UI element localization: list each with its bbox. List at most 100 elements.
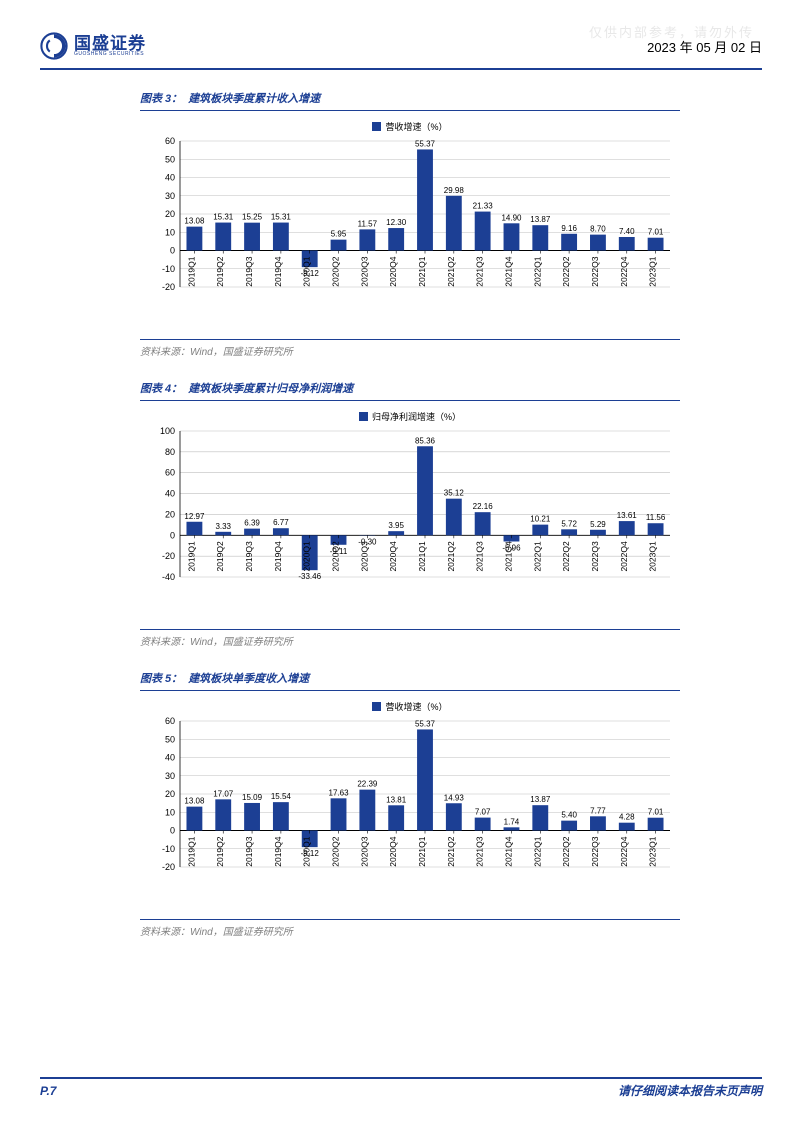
svg-text:13.87: 13.87 (530, 215, 551, 224)
svg-text:40: 40 (165, 753, 175, 763)
svg-text:2019Q4: 2019Q4 (273, 256, 283, 287)
svg-text:20: 20 (165, 509, 175, 519)
svg-text:20: 20 (165, 209, 175, 219)
svg-text:10.21: 10.21 (530, 515, 551, 524)
chart-prefix: 图表 5： (140, 670, 182, 686)
svg-text:22.39: 22.39 (357, 780, 378, 789)
svg-text:85.36: 85.36 (415, 436, 436, 445)
footer-disclaimer: 请仔细阅读本报告末页声明 (618, 1082, 762, 1099)
svg-text:2021Q1: 2021Q1 (417, 256, 427, 287)
svg-text:2021Q4: 2021Q4 (503, 541, 513, 572)
svg-text:2021Q1: 2021Q1 (417, 836, 427, 867)
svg-text:8.70: 8.70 (590, 225, 606, 234)
svg-text:50: 50 (165, 734, 175, 744)
svg-text:2020Q4: 2020Q4 (388, 836, 398, 867)
bar-chart-3: -20-10010203040506013.082019Q115.312019Q… (140, 135, 680, 335)
svg-text:-10: -10 (162, 844, 175, 854)
svg-text:7.40: 7.40 (619, 227, 635, 236)
svg-text:13.08: 13.08 (184, 797, 205, 806)
svg-text:7.01: 7.01 (648, 808, 664, 817)
logo-en: GUOSHENG SECURITIES (74, 52, 146, 57)
svg-text:2021Q3: 2021Q3 (475, 836, 485, 867)
chart-block-5: 图表 5： 建筑板块单季度收入增速 营收增速（%） -20-1001020304… (140, 670, 762, 938)
chart-title-5: 图表 5： 建筑板块单季度收入增速 (140, 670, 680, 691)
legend-swatch (372, 702, 381, 711)
svg-text:21.33: 21.33 (473, 202, 494, 211)
svg-text:50: 50 (165, 154, 175, 164)
svg-text:2022Q1: 2022Q1 (532, 541, 542, 572)
svg-text:2022Q2: 2022Q2 (561, 541, 571, 572)
bar-chart-4: -40-2002040608010012.972019Q13.332019Q26… (140, 425, 680, 625)
svg-text:2022Q4: 2022Q4 (619, 836, 629, 867)
content-area: 图表 3： 建筑板块季度累计收入增速 营收增速（%） -20 -10 0 10 20 30… (40, 70, 762, 938)
legend-swatch (372, 122, 381, 131)
svg-text:3.33: 3.33 (215, 522, 231, 531)
svg-text:30: 30 (165, 191, 175, 201)
svg-text:12.30: 12.30 (386, 218, 407, 227)
svg-text:13.61: 13.61 (617, 511, 638, 520)
svg-text:40: 40 (165, 173, 175, 183)
svg-text:2020Q4: 2020Q4 (388, 256, 398, 287)
svg-text:2022Q3: 2022Q3 (590, 836, 600, 867)
svg-text:9.16: 9.16 (561, 224, 577, 233)
svg-text:6.77: 6.77 (273, 518, 289, 527)
chart-area-3: 营收增速（%） -20-10010203040506013.082019Q115… (140, 117, 680, 337)
svg-text:5.72: 5.72 (561, 519, 577, 528)
chart-name: 建筑板块单季度收入增速 (188, 670, 309, 686)
logo-icon (40, 32, 68, 60)
svg-text:5.40: 5.40 (561, 811, 577, 820)
svg-text:11.56: 11.56 (646, 513, 666, 522)
svg-text:2021Q3: 2021Q3 (475, 256, 485, 287)
svg-text:7.77: 7.77 (590, 806, 606, 815)
svg-text:-20: -20 (162, 551, 175, 561)
svg-text:4.28: 4.28 (619, 813, 635, 822)
svg-text:2022Q3: 2022Q3 (590, 256, 600, 287)
svg-text:2020Q2: 2020Q2 (331, 256, 341, 287)
svg-text:55.37: 55.37 (415, 719, 436, 728)
svg-text:0: 0 (170, 246, 175, 256)
logo-text: 国盛证券 GUOSHENG SECURITIES (74, 35, 146, 57)
svg-text:2020Q3: 2020Q3 (359, 836, 369, 867)
svg-text:0: 0 (170, 530, 175, 540)
svg-text:7.07: 7.07 (475, 808, 491, 817)
svg-text:2019Q1: 2019Q1 (186, 256, 196, 287)
page-footer: P.7 请仔细阅读本报告末页声明 (40, 1077, 762, 1099)
svg-text:2020Q1: 2020Q1 (302, 836, 312, 867)
svg-text:29.98: 29.98 (444, 186, 465, 195)
svg-text:2021Q2: 2021Q2 (446, 541, 456, 572)
svg-text:60: 60 (165, 136, 175, 146)
svg-text:-20: -20 (162, 862, 175, 872)
svg-text:2022Q3: 2022Q3 (590, 541, 600, 572)
chart-source-5: 资料来源：Wind，国盛证券研究所 (140, 919, 680, 938)
svg-text:2022Q1: 2022Q1 (532, 836, 542, 867)
svg-text:20: 20 (165, 789, 175, 799)
svg-text:2019Q1: 2019Q1 (186, 836, 196, 867)
svg-text:15.31: 15.31 (213, 213, 234, 222)
svg-text:2023Q1: 2023Q1 (648, 836, 658, 867)
report-date: 2023 年 05 月 02 日 (647, 37, 762, 56)
chart-block-4: 图表 4： 建筑板块季度累计归母净利润增速 归母净利润增速（%） -40-200… (140, 380, 762, 648)
svg-text:15.25: 15.25 (242, 213, 263, 222)
svg-text:15.09: 15.09 (242, 793, 263, 802)
svg-text:2019Q3: 2019Q3 (244, 836, 254, 867)
svg-text:10: 10 (165, 227, 175, 237)
svg-text:2021Q2: 2021Q2 (446, 256, 456, 287)
report-page: 仅供内部参考，请勿外传 国盛证券 GUOSHENG SECURITIES 202… (0, 0, 802, 1133)
chart-title-3: 图表 3： 建筑板块季度累计收入增速 (140, 90, 680, 111)
svg-text:80: 80 (165, 447, 175, 457)
svg-text:-10: -10 (162, 264, 175, 274)
svg-text:60: 60 (165, 468, 175, 478)
svg-text:0: 0 (170, 826, 175, 836)
svg-text:7.01: 7.01 (648, 228, 664, 237)
page-number: P.7 (40, 1084, 56, 1098)
svg-text:2019Q2: 2019Q2 (215, 541, 225, 572)
chart-source-4: 资料来源：Wind，国盛证券研究所 (140, 629, 680, 648)
svg-text:2021Q1: 2021Q1 (417, 541, 427, 572)
legend-label: 营收增速（%） (385, 120, 447, 133)
svg-text:2022Q4: 2022Q4 (619, 541, 629, 572)
svg-text:2020Q1: 2020Q1 (302, 541, 312, 572)
logo-cn: 国盛证券 (74, 35, 146, 52)
svg-text:15.31: 15.31 (271, 213, 292, 222)
chart-prefix: 图表 4： (140, 380, 182, 396)
svg-text:2023Q1: 2023Q1 (648, 541, 658, 572)
